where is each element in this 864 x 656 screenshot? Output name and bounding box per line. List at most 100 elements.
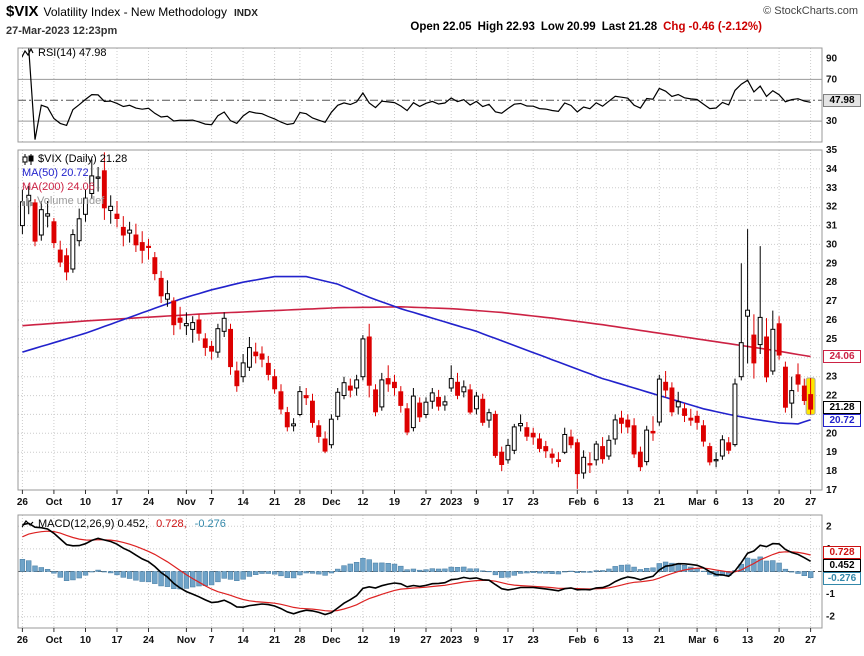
svg-text:7: 7 <box>209 497 215 508</box>
ma50-value-box: 20.72 <box>823 414 861 427</box>
macd-value-box: 0.452 <box>823 559 861 572</box>
axis-labels: 9070301718192021222324252627282930313233… <box>826 53 838 622</box>
macd-hist-legend-label: -0.276 <box>194 518 226 530</box>
rsi-value-box: 47.98 <box>823 94 861 107</box>
svg-text:6: 6 <box>713 635 719 646</box>
svg-text:10: 10 <box>80 635 92 646</box>
macd-signal-box: 0.728 <box>823 546 861 559</box>
svg-text:19: 19 <box>389 635 401 646</box>
svg-text:27: 27 <box>420 635 432 646</box>
svg-text:Feb: Feb <box>568 497 586 508</box>
svg-text:17: 17 <box>111 635 123 646</box>
gridlines <box>18 48 822 628</box>
svg-text:-2: -2 <box>826 612 835 623</box>
svg-text:32: 32 <box>826 202 838 213</box>
volume-legend-label: Volume undef <box>37 195 105 207</box>
svg-text:13: 13 <box>622 635 634 646</box>
price-chart-svg: 9070301718192021222324252627282930313233… <box>17 47 838 646</box>
volume-legend: Volume undef <box>22 195 104 207</box>
svg-text:Nov: Nov <box>177 497 196 508</box>
svg-text:17: 17 <box>502 635 514 646</box>
svg-text:14: 14 <box>238 635 250 646</box>
svg-text:14: 14 <box>238 497 250 508</box>
svg-text:Feb: Feb <box>568 635 586 646</box>
rsi-legend-label: RSI(14) 47.98 <box>38 47 107 59</box>
last-label: Last <box>601 21 626 33</box>
svg-text:2: 2 <box>826 521 832 532</box>
svg-text:6: 6 <box>593 497 599 508</box>
svg-text:35: 35 <box>826 145 838 156</box>
last-value: 21.28 <box>628 21 658 33</box>
rsi-icon <box>22 48 34 58</box>
svg-text:10: 10 <box>80 497 92 508</box>
svg-text:19: 19 <box>389 497 401 508</box>
svg-text:90: 90 <box>826 53 838 64</box>
svg-text:29: 29 <box>826 258 838 269</box>
chart-area: 9070301718192021222324252627282930313233… <box>0 44 864 656</box>
copyright: © StockCharts.com <box>763 5 858 17</box>
svg-text:28: 28 <box>294 497 306 508</box>
panel-borders <box>17 47 823 629</box>
svg-text:Dec: Dec <box>322 635 341 646</box>
macd-histogram <box>19 556 814 590</box>
svg-text:30: 30 <box>826 116 838 127</box>
svg-text:20: 20 <box>774 497 786 508</box>
symbol-legend: $VIX (Daily) 21.28 <box>22 153 127 165</box>
ma50-legend: MA(50) 20.72 <box>22 167 89 179</box>
svg-text:9: 9 <box>474 497 480 508</box>
symbol-legend-label: $VIX (Daily) 21.28 <box>38 153 128 165</box>
svg-text:27: 27 <box>826 296 838 307</box>
macd-legend: MACD(12,26,9) 0.452, 0.728, -0.276 <box>22 518 226 530</box>
svg-text:12: 12 <box>357 635 369 646</box>
symbol: $VIX <box>6 3 39 20</box>
svg-text:70: 70 <box>826 74 838 85</box>
chg-value: -0.46 (-2.12%) <box>688 21 762 33</box>
ma50-legend-label: MA(50) 20.72 <box>22 167 89 179</box>
svg-text:28: 28 <box>826 277 838 288</box>
svg-text:23: 23 <box>826 372 838 383</box>
svg-text:20: 20 <box>826 428 838 439</box>
svg-text:6: 6 <box>713 497 719 508</box>
svg-text:26: 26 <box>17 635 29 646</box>
high-value: 22.93 <box>506 21 535 33</box>
high-label: High <box>477 21 504 33</box>
macd-signal-legend-label: 0.728, <box>156 518 187 530</box>
date-axis: 26 26 Oct Oct 10 10 17 17 24 24 Nov Nov 7 7 14 14 21 21 28… <box>17 490 817 646</box>
chart-datetime: 27-Mar-2023 12:23pm <box>6 25 118 37</box>
svg-text:26: 26 <box>826 315 838 326</box>
ma50-line <box>22 275 811 425</box>
svg-text:6: 6 <box>593 635 599 646</box>
svg-text:9: 9 <box>474 635 480 646</box>
svg-text:Nov: Nov <box>177 635 196 646</box>
symbol-name: Volatility Index - New Methodology <box>43 5 227 19</box>
svg-text:Oct: Oct <box>46 497 63 508</box>
macd-line <box>22 522 811 616</box>
last-price-box: 21.28 <box>823 401 861 414</box>
svg-text:17: 17 <box>502 497 514 508</box>
svg-text:2023: 2023 <box>440 497 463 508</box>
svg-text:18: 18 <box>826 466 838 477</box>
macd-icon <box>22 520 34 528</box>
svg-text:21: 21 <box>654 497 666 508</box>
svg-text:24: 24 <box>143 635 155 646</box>
svg-text:19: 19 <box>826 447 838 458</box>
candlestick-icon <box>22 153 34 165</box>
svg-text:27: 27 <box>805 497 817 508</box>
open-label: Open <box>410 21 440 33</box>
svg-text:22: 22 <box>826 391 838 402</box>
quote-line: Open 22.05 High 22.93 Low 20.99 Last 21.28 Chg -0… <box>404 21 762 33</box>
low-label: Low <box>540 21 564 33</box>
svg-text:30: 30 <box>826 239 838 250</box>
low-value: 20.99 <box>566 21 596 33</box>
svg-text:34: 34 <box>826 164 838 175</box>
header-row-1: $VIX Volatility Index - New Methodology IN… <box>6 3 858 21</box>
svg-text:Oct: Oct <box>46 635 63 646</box>
svg-text:13: 13 <box>742 497 754 508</box>
svg-text:21: 21 <box>269 635 281 646</box>
svg-text:13: 13 <box>622 497 634 508</box>
rsi-legend: RSI(14) 47.98 <box>22 47 106 59</box>
exchange: INDX <box>233 8 258 19</box>
svg-text:23: 23 <box>528 635 540 646</box>
svg-text:13: 13 <box>742 635 754 646</box>
